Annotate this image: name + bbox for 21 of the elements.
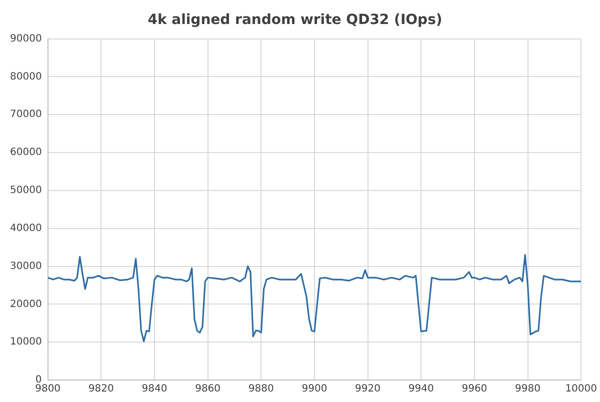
y-tick-label: 20000: [10, 298, 42, 310]
x-tick-label: 9860: [195, 384, 221, 395]
y-tick-label: 60000: [10, 147, 42, 158]
y-tick-label: 50000: [10, 185, 42, 196]
x-tick-label: 9880: [248, 384, 274, 395]
y-tick-label: 40000: [10, 222, 42, 234]
y-tick-label: 10000: [10, 336, 42, 348]
x-tick-label: 9960: [462, 384, 488, 395]
x-tick-label: 9840: [142, 384, 168, 395]
x-tick-label: 9940: [408, 384, 434, 395]
chart-title: 4k aligned random write QD32 (IOps): [148, 12, 442, 28]
x-tick-label: 9900: [302, 384, 328, 395]
x-tick-label: 9920: [355, 384, 381, 395]
y-tick-label: 90000: [10, 33, 42, 44]
x-tick-label: 9820: [88, 384, 114, 395]
y-tick-label: 80000: [10, 71, 42, 82]
y-tick-label: 30000: [10, 260, 42, 272]
x-tick-label: 10000: [565, 384, 597, 395]
x-tick-label: 9800: [35, 384, 61, 395]
y-tick-label: 70000: [10, 109, 42, 120]
x-tick-label: 9980: [515, 384, 540, 395]
